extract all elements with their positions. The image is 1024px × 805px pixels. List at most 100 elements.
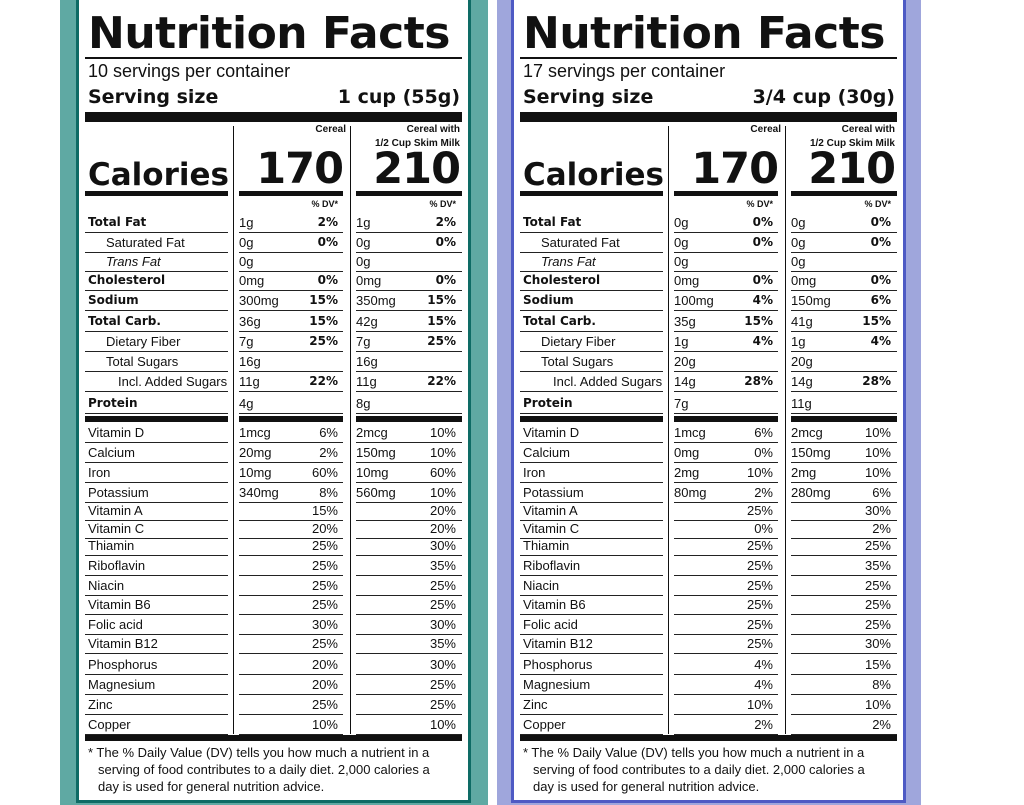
dv-with-milk: 10% [429,485,456,500]
dv-cereal: 25% [746,558,773,573]
dv-with-milk: 20% [429,503,456,518]
amount-cereal: 10mg [239,465,272,480]
dv-with-milk: 25% [864,597,891,612]
amount-with-milk: 8g [356,396,371,411]
footnote-bar [85,735,462,741]
column-divider-2 [785,126,786,734]
row-rule [674,694,778,695]
row-rule [520,555,663,556]
amount-cereal: 7g [239,334,254,349]
col2-header-line2: 1/2 Cup Skim Milk [374,138,460,149]
row-rule [791,538,897,539]
row-rule [791,575,897,576]
row-rule [674,331,778,332]
nutrient-name: Calcium [523,445,570,460]
nutrient-name: Protein [88,396,138,410]
servings-per-container: 10 servings per container [88,61,291,81]
amount-cereal: 11g [239,374,260,389]
nutrient-name: Potassium [523,485,584,500]
row-rule [520,232,663,233]
amount-cereal: 0g [674,235,689,250]
thick-divider [85,112,462,122]
footnote-line-3: day is used for general nutrition advice… [98,779,325,794]
dv-with-milk: 35% [429,558,456,573]
dv-cereal: 4% [754,677,773,692]
dv-cereal: 4% [754,657,773,672]
dv-with-milk: 25% [864,578,891,593]
dv-with-milk: 25% [864,617,891,632]
row-rule [674,391,778,392]
dv-with-milk: 30% [429,617,456,632]
row-rule [520,653,663,654]
row-rule [791,502,897,503]
nutrient-name: Thiamin [523,538,570,553]
row-rule [356,371,462,372]
row-rule [791,653,897,654]
dv-with-milk: 35% [864,558,891,573]
calories-with-milk: 210 [373,144,461,194]
row-rule [674,252,778,253]
amount-with-milk: 14g [791,374,813,389]
row-rule [674,371,778,372]
row-rule [674,271,778,272]
row-rule [356,331,462,332]
row-rule [356,232,462,233]
row-rule [239,290,343,291]
dv-with-milk: 25% [429,597,456,612]
amount-cereal: 20mg [239,445,272,460]
nutrient-name: Folic acid [88,617,143,632]
nutrient-name: Trans Fat [106,254,161,269]
dv-with-milk: 2% [872,521,891,536]
amount-cereal: 0g [674,215,689,230]
row-rule [520,595,663,596]
row-rule [239,482,343,483]
row-rule [356,595,462,596]
serving-size-value: 1 cup (55g) [337,86,460,108]
dv-cereal: 25% [309,334,338,348]
dv-cereal: 25% [311,578,338,593]
row-rule [239,734,343,735]
dv-with-milk: 10% [864,697,891,712]
row-rule [85,538,228,539]
row-rule [674,674,778,675]
row-rule [520,538,663,539]
calories-cereal: 170 [256,144,344,194]
row-rule [85,310,228,311]
nutrient-name: Copper [523,717,566,732]
nutrient-name: Vitamin D [523,425,580,440]
row-rule [791,614,897,615]
amount-with-milk: 2mg [791,465,817,480]
dv-with-milk: 0% [435,235,456,249]
dv-cereal: 15% [309,314,338,328]
amount-with-milk: 1g [791,334,806,349]
row-rule [520,290,663,291]
amount-with-milk: 150mg [791,445,831,460]
dv-cereal: 25% [311,597,338,612]
row-rule [239,674,343,675]
dv-with-milk: 10% [429,425,456,440]
row-rule [85,442,228,443]
row-rule [239,232,343,233]
nutrient-name: Cholesterol [523,273,601,287]
calories-bar-mid [674,191,778,196]
row-rule [791,694,897,695]
nutrient-name: Phosphorus [88,657,158,672]
vitamins-bar-mid [239,416,343,422]
dv-with-milk: 10% [864,465,891,480]
amount-cereal: 0mg [674,445,700,460]
dv-cereal: 28% [744,374,773,388]
amount-with-milk: 0g [791,215,806,230]
dv-cereal: 8% [319,485,338,500]
row-rule [520,694,663,695]
col1-header: Cereal [315,124,346,135]
row-rule [239,653,343,654]
amount-with-milk: 150mg [791,293,831,308]
row-rule [239,575,343,576]
dv-cereal: 25% [311,636,338,651]
dv-with-milk: 30% [429,538,456,553]
row-rule [239,538,343,539]
row-rule [674,734,778,735]
amount-with-milk: 7g [356,334,371,349]
calories-cereal: 170 [691,144,779,194]
dv-cereal: 0% [752,215,773,229]
